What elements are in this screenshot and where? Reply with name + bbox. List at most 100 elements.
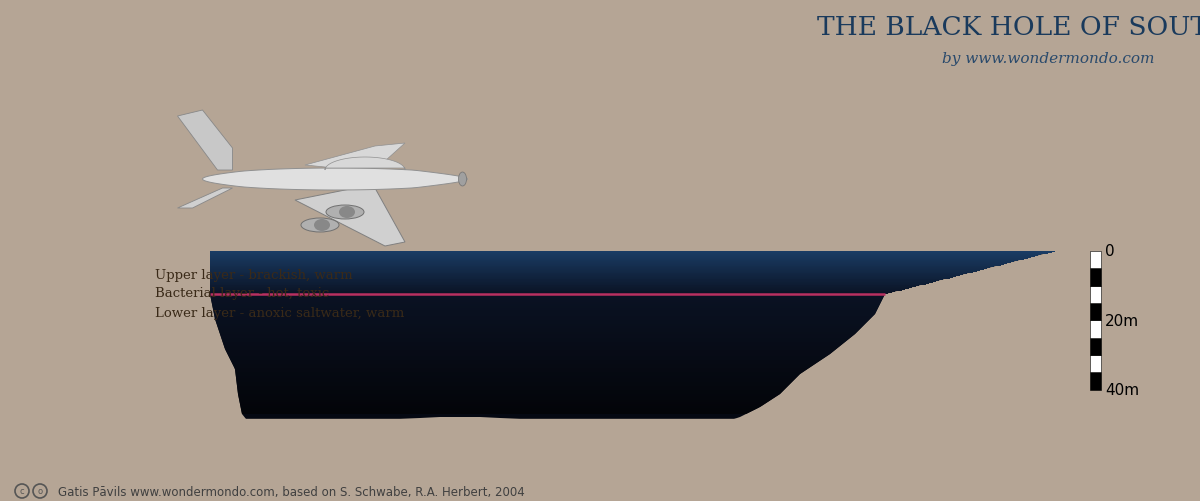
Polygon shape (238, 394, 780, 396)
Polygon shape (210, 297, 884, 299)
Polygon shape (214, 313, 876, 314)
Polygon shape (220, 334, 856, 336)
Polygon shape (210, 286, 919, 287)
Polygon shape (236, 384, 790, 386)
Text: Lower layer - anoxic saltwater, warm: Lower layer - anoxic saltwater, warm (155, 306, 404, 319)
Polygon shape (234, 368, 809, 370)
Polygon shape (212, 309, 878, 311)
Polygon shape (215, 318, 871, 320)
Polygon shape (210, 264, 1008, 265)
Bar (1090, 304, 1102, 321)
Polygon shape (238, 392, 782, 394)
Polygon shape (210, 274, 967, 275)
Bar (1090, 321, 1102, 338)
Polygon shape (178, 111, 233, 171)
Polygon shape (210, 269, 988, 270)
Polygon shape (221, 336, 852, 338)
Polygon shape (229, 358, 824, 360)
Bar (1090, 252, 1102, 269)
Polygon shape (235, 374, 800, 376)
Polygon shape (210, 287, 916, 288)
Polygon shape (210, 276, 960, 277)
Polygon shape (232, 362, 818, 364)
Polygon shape (211, 299, 883, 301)
Text: THE BLACK HOLE OF SOUTH ANDROS: THE BLACK HOLE OF SOUTH ANDROS (817, 15, 1200, 40)
Text: o: o (37, 486, 42, 495)
Polygon shape (228, 354, 830, 356)
Ellipse shape (314, 219, 330, 231)
Polygon shape (235, 370, 806, 372)
Polygon shape (217, 326, 863, 328)
Polygon shape (215, 316, 874, 318)
Polygon shape (210, 278, 949, 279)
Polygon shape (210, 290, 902, 291)
Polygon shape (210, 265, 1001, 266)
Polygon shape (210, 272, 973, 273)
Polygon shape (295, 188, 406, 246)
Polygon shape (236, 382, 792, 384)
Polygon shape (210, 266, 997, 267)
Polygon shape (239, 398, 774, 400)
Polygon shape (227, 352, 833, 354)
Polygon shape (210, 289, 906, 290)
Polygon shape (220, 332, 857, 334)
Polygon shape (210, 256, 1038, 257)
Text: Upper layer - brackish, warm: Upper layer - brackish, warm (155, 268, 353, 281)
Polygon shape (240, 404, 764, 406)
Bar (1090, 269, 1102, 286)
Polygon shape (226, 350, 835, 352)
Polygon shape (217, 324, 865, 326)
Ellipse shape (458, 173, 467, 187)
Polygon shape (210, 285, 923, 286)
Polygon shape (210, 291, 899, 292)
Polygon shape (210, 261, 1018, 262)
Polygon shape (210, 288, 912, 289)
Polygon shape (210, 252, 1055, 253)
Polygon shape (222, 340, 847, 342)
Polygon shape (210, 255, 1042, 256)
Polygon shape (218, 330, 859, 332)
Ellipse shape (340, 206, 355, 218)
Polygon shape (210, 275, 964, 276)
Polygon shape (240, 402, 768, 404)
Bar (1090, 338, 1102, 355)
Polygon shape (240, 406, 762, 408)
Polygon shape (214, 311, 877, 313)
Polygon shape (236, 376, 798, 378)
Polygon shape (1055, 241, 1200, 501)
Polygon shape (210, 279, 947, 280)
Polygon shape (305, 144, 406, 171)
Polygon shape (210, 257, 1034, 258)
Ellipse shape (326, 205, 364, 219)
Text: Gatis Pāvils www.wondermondo.com, based on S. Schwabe, R.A. Herbert, 2004: Gatis Pāvils www.wondermondo.com, based … (58, 485, 524, 498)
Polygon shape (210, 284, 926, 285)
Polygon shape (228, 356, 827, 358)
Polygon shape (216, 322, 868, 324)
Polygon shape (239, 396, 776, 398)
Polygon shape (230, 360, 821, 362)
Polygon shape (235, 372, 803, 374)
Text: 40m: 40m (1105, 382, 1139, 397)
Polygon shape (210, 295, 886, 297)
Polygon shape (236, 378, 796, 380)
Polygon shape (223, 344, 842, 346)
Polygon shape (210, 282, 936, 283)
Polygon shape (212, 305, 880, 307)
Bar (1090, 355, 1102, 373)
Polygon shape (239, 400, 770, 402)
Polygon shape (241, 410, 754, 412)
Polygon shape (215, 320, 869, 322)
Polygon shape (211, 303, 881, 305)
Polygon shape (236, 380, 794, 382)
Polygon shape (210, 277, 953, 278)
Polygon shape (241, 412, 750, 414)
Polygon shape (210, 267, 994, 268)
Polygon shape (238, 386, 788, 388)
Polygon shape (218, 328, 862, 330)
Polygon shape (241, 408, 758, 410)
Text: 0: 0 (1105, 244, 1115, 259)
Polygon shape (210, 294, 888, 295)
Polygon shape (178, 188, 233, 208)
Polygon shape (210, 260, 1021, 261)
Polygon shape (221, 338, 850, 340)
